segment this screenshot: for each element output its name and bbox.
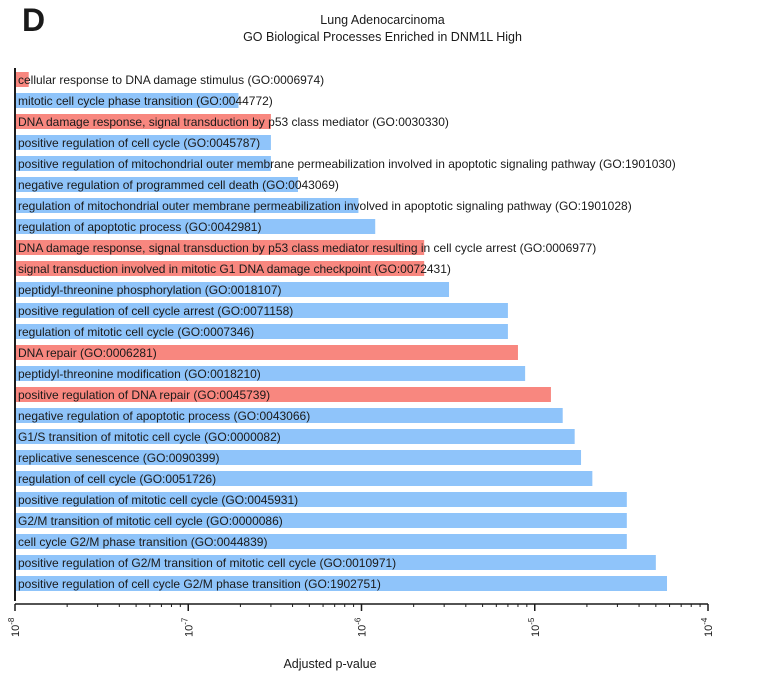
bar-0 — [15, 72, 29, 87]
tick-label-3: 10-5 — [527, 617, 542, 637]
bars-layer — [15, 72, 668, 591]
bar-labels-layer: cellular response to DNA damage stimulus… — [18, 73, 676, 591]
bar-label-20: positive regulation of mitotic cell cycl… — [18, 493, 298, 507]
bar-label-15: positive regulation of DNA repair (GO:00… — [18, 388, 270, 402]
bar-label-14: peptidyl-threonine modification (GO:0018… — [18, 367, 261, 381]
bar-label-17: G1/S transition of mitotic cell cycle (G… — [18, 430, 281, 444]
tick-label-text-1: 10-7 — [180, 617, 195, 637]
bar-label-9: signal transduction involved in mitotic … — [18, 262, 451, 276]
bar-label-11: positive regulation of cell cycle arrest… — [18, 304, 293, 318]
tick-label-2: 10-6 — [354, 617, 369, 637]
bar-label-8: DNA damage response, signal transduction… — [18, 241, 596, 255]
x-axis-title: Adjusted p-value — [283, 657, 376, 671]
bar-19 — [15, 471, 593, 486]
tick-label-1: 10-7 — [180, 617, 195, 637]
tick-label-text-3: 10-5 — [527, 617, 542, 637]
bar-label-18: replicative senescence (GO:0090399) — [18, 451, 219, 465]
chart-title-block: Lung Adenocarcinoma GO Biological Proces… — [0, 12, 765, 46]
bar-label-10: peptidyl-threonine phosphorylation (GO:0… — [18, 283, 282, 297]
bar-label-4: positive regulation of mitochondrial out… — [18, 157, 676, 171]
bar-label-19: regulation of cell cycle (GO:0051726) — [18, 472, 216, 486]
bar-label-5: negative regulation of programmed cell d… — [18, 178, 339, 192]
bar-label-24: positive regulation of cell cycle G2/M p… — [18, 577, 381, 591]
bar-8 — [15, 240, 425, 255]
bar-label-1: mitotic cell cycle phase transition (GO:… — [18, 94, 273, 108]
bar-12 — [15, 324, 508, 339]
tick-label-4: 10-4 — [700, 617, 715, 637]
bar-14 — [15, 366, 526, 381]
tick-label-text-4: 10-4 — [700, 617, 715, 637]
bar-18 — [15, 450, 582, 465]
bar-label-12: regulation of mitotic cell cycle (GO:000… — [18, 325, 254, 339]
bar-20 — [15, 492, 627, 507]
bar-10 — [15, 282, 450, 297]
bar-21 — [15, 513, 627, 528]
bar-13 — [15, 345, 518, 360]
bar-24 — [15, 576, 668, 591]
bar-1 — [15, 93, 239, 108]
bar-label-16: negative regulation of apoptotic process… — [18, 409, 310, 423]
bar-9 — [15, 261, 425, 276]
bar-7 — [15, 219, 376, 234]
bar-5 — [15, 177, 298, 192]
bar-label-7: regulation of apoptotic process (GO:0042… — [18, 220, 261, 234]
bar-label-6: regulation of mitochondrial outer membra… — [18, 199, 632, 213]
bar-4 — [15, 156, 271, 171]
bar-23 — [15, 555, 656, 570]
bar-3 — [15, 135, 271, 150]
bar-label-2: DNA damage response, signal transduction… — [18, 115, 449, 129]
bar-17 — [15, 429, 575, 444]
bar-label-23: positive regulation of G2/M transition o… — [18, 556, 396, 570]
x-axis: 10-8 10-7 10-6 10-5 10-4 — [7, 68, 715, 637]
bar-label-3: positive regulation of cell cycle (GO:00… — [18, 136, 260, 150]
chart-subtitle: GO Biological Processes Enriched in DNM1… — [243, 30, 522, 44]
bar-label-22: cell cycle G2/M phase transition (GO:004… — [18, 535, 267, 549]
bar-2 — [15, 114, 271, 129]
tick-label-text-0: 10-8 — [7, 617, 22, 637]
bar-6 — [15, 198, 359, 213]
bar-label-21: G2/M transition of mitotic cell cycle (G… — [18, 514, 283, 528]
bar-22 — [15, 534, 627, 549]
tick-label-text-2: 10-6 — [354, 617, 369, 637]
panel-letter: D — [22, 2, 46, 38]
bar-15 — [15, 387, 551, 402]
tick-label-0: 10-8 — [7, 617, 22, 637]
chart-title: Lung Adenocarcinoma — [320, 13, 445, 27]
bar-11 — [15, 303, 508, 318]
bar-label-0: cellular response to DNA damage stimulus… — [18, 73, 324, 87]
bar-label-13: DNA repair (GO:0006281) — [18, 346, 157, 360]
bar-16 — [15, 408, 563, 423]
